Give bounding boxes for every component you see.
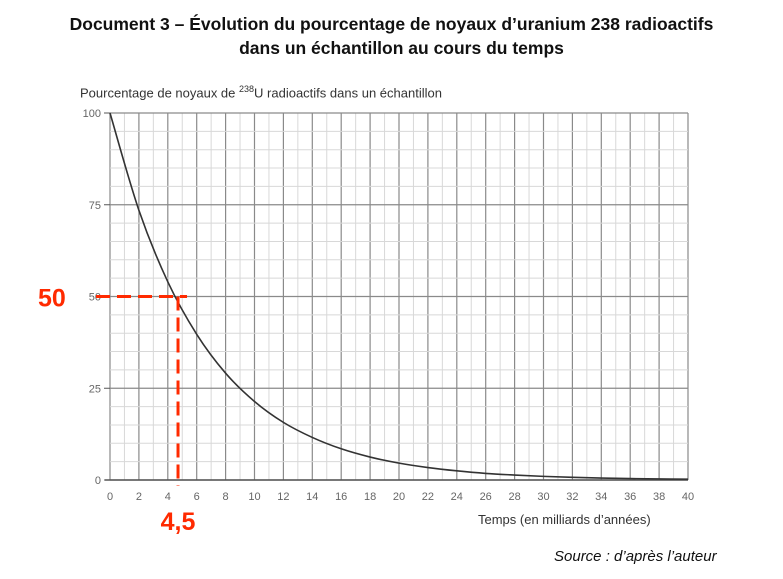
x-tick-label: 34	[595, 491, 607, 503]
x-tick-label: 28	[508, 491, 520, 503]
chart-title-line1: Document 3 – Évolution du pourcentage de…	[69, 14, 714, 34]
x-tick-label: 16	[335, 491, 347, 503]
x-tick-label: 38	[653, 491, 665, 503]
x-tick-label: 0	[107, 491, 113, 503]
x-tick-label: 4	[165, 491, 171, 503]
x-tick-label: 12	[277, 491, 289, 503]
x-tick-label: 36	[624, 491, 636, 503]
y-tick-label: 100	[83, 108, 101, 120]
x-tick-label: 6	[194, 491, 200, 503]
x-tick-label: 24	[451, 491, 463, 503]
x-tick-label: 32	[566, 491, 578, 503]
source-note: Source : d’après l’auteur	[554, 548, 717, 565]
x-tick-label: 2	[136, 491, 142, 503]
x-tick-label: 30	[537, 491, 549, 503]
annotation-50: 50	[38, 285, 66, 313]
y-tick-label: 25	[89, 383, 101, 395]
x-axis-label: Temps (en milliards d’années)	[478, 512, 651, 527]
data-curve	[109, 112, 689, 481]
x-tick-label: 26	[480, 491, 492, 503]
y-axis-label: Pourcentage de noyaux de 238U radioactif…	[80, 84, 442, 101]
x-tick-label: 14	[306, 491, 318, 503]
x-tick-label: 18	[364, 491, 376, 503]
x-tick-label: 8	[223, 491, 229, 503]
chart-title-line2: dans un échantillon au cours du temps	[239, 38, 564, 58]
annotation-4-5: 4,5	[161, 508, 196, 536]
x-tick-label: 40	[682, 491, 694, 503]
x-tick-label: 22	[422, 491, 434, 503]
y-tick-label: 50	[89, 292, 101, 304]
y-tick-label: 75	[89, 200, 101, 212]
y-tick-label: 0	[95, 475, 101, 487]
x-tick-label: 10	[248, 491, 260, 503]
x-tick-label: 20	[393, 491, 405, 503]
